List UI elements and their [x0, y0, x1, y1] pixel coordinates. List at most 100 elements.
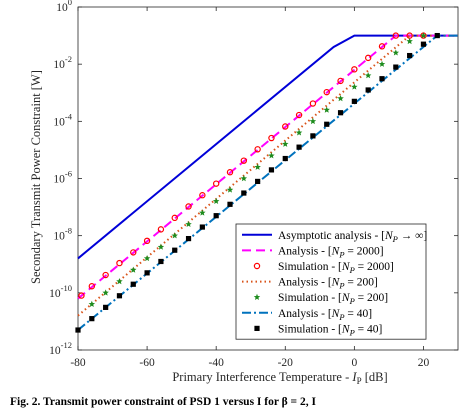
data-point-square	[434, 32, 440, 39]
data-point-circle	[143, 237, 151, 245]
x-tick-label: 0	[351, 357, 357, 369]
data-point-circle	[268, 134, 275, 142]
data-point-circle	[199, 192, 206, 199]
data-point-square	[393, 64, 399, 70]
legend-label: Simulation - [NP = 2000]	[278, 261, 394, 275]
data-point-star	[406, 37, 413, 45]
data-point-star	[351, 83, 358, 90]
data-point-star	[102, 289, 109, 296]
data-point-circle	[78, 292, 85, 299]
data-point-circle	[351, 66, 358, 73]
data-point-square	[310, 133, 316, 139]
axis-ticks: -80 -60 -40 -20 0 20 100 10-2 10-4 10-6 10-8 10-10 1…	[49, 0, 458, 369]
data-point-square	[241, 190, 247, 196]
legend-label: Simulation - [NP = 40]	[278, 323, 382, 337]
data-point-star	[240, 175, 248, 182]
data-point-star	[323, 106, 330, 113]
legend-label: Simulation - [NP = 200]	[278, 292, 388, 306]
y-tick-label: 10-12	[49, 340, 72, 357]
data-point-star	[185, 220, 192, 228]
data-point-circle	[378, 43, 386, 50]
data-point-circle	[253, 262, 261, 270]
data-point-star	[157, 243, 165, 250]
legend-label: Analysis - [NP = 40]	[278, 308, 372, 322]
data-point-star	[212, 197, 220, 204]
data-point-circle	[392, 32, 400, 39]
data-point-star	[268, 152, 275, 159]
data-point-square	[282, 155, 288, 162]
data-point-star	[226, 186, 234, 193]
data-point-circle	[116, 259, 123, 267]
legend-item: Analysis - [NP = 2000]	[242, 245, 384, 259]
data-point-star	[253, 293, 261, 300]
data-point-circle	[157, 226, 165, 233]
legend-box	[235, 223, 427, 340]
data-point-circle	[102, 271, 109, 279]
legend-label: Analysis - [NP = 200]	[278, 277, 378, 291]
y-tick-label: 10-4	[53, 111, 72, 128]
data-point-square	[324, 121, 330, 127]
data-point-circle	[88, 283, 96, 290]
y-tick-label: 10-6	[53, 169, 72, 186]
data-point-star	[420, 32, 427, 39]
data-point-star	[116, 278, 123, 285]
data-point-star	[199, 209, 206, 216]
data-point-square	[254, 325, 260, 331]
data-point-star	[364, 72, 372, 79]
series-2	[78, 32, 427, 299]
data-point-star	[392, 49, 400, 56]
data-point-star	[143, 255, 151, 262]
data-point-circle	[364, 54, 372, 62]
y-tick-label: 10-2	[53, 54, 72, 71]
data-point-square	[420, 41, 427, 47]
x-tick-label: -40	[209, 357, 225, 369]
legend-item: Simulation - [NP = 2000]	[253, 261, 394, 275]
y-tick-label: 100	[56, 0, 72, 14]
series-4	[88, 32, 427, 307]
data-point-circle	[185, 203, 192, 210]
x-axis-label: Primary Interference Temperature - IP [d…	[172, 370, 387, 386]
data-point-square	[255, 178, 261, 185]
data-point-circle	[254, 146, 261, 153]
data-point-square	[172, 247, 178, 253]
data-point-star	[378, 60, 386, 67]
legend-item: Simulation - [NP = 200]	[253, 292, 388, 306]
data-point-square	[227, 201, 233, 207]
data-point-star	[254, 163, 261, 170]
x-tick-label: -80	[70, 357, 86, 369]
data-point-square	[89, 316, 95, 322]
data-point-square	[351, 98, 357, 104]
legend-item: Analysis - [NP = 40]	[242, 308, 372, 322]
y-axis-label: Secondary Transmit Power Constraint [W]	[29, 70, 43, 284]
y-tick-label: 10-10	[49, 283, 72, 300]
data-point-star	[337, 95, 344, 102]
data-point-circle	[240, 157, 248, 164]
legend: Asymptotic analysis - [NP → ∞]Analysis -…	[235, 223, 427, 340]
data-point-circle	[282, 123, 289, 130]
data-point-star	[171, 232, 178, 239]
legend-label: Analysis - [NP = 2000]	[278, 245, 384, 259]
data-point-square	[268, 167, 275, 173]
data-point-square	[116, 293, 123, 299]
data-point-circle	[323, 88, 330, 96]
data-point-circle	[212, 180, 220, 187]
data-point-circle	[226, 169, 234, 176]
data-point-square	[337, 110, 344, 116]
data-point-square	[103, 304, 109, 310]
x-tick-label: -20	[278, 357, 294, 369]
series-6	[75, 32, 440, 333]
data-point-square	[213, 213, 219, 219]
data-point-star	[309, 117, 317, 125]
data-point-circle	[171, 214, 178, 222]
data-point-square	[158, 258, 164, 265]
data-point-circle	[337, 77, 344, 85]
figure-caption: Fig. 2. Transmit power constraint of PSD…	[10, 396, 316, 408]
data-point-circle	[295, 111, 303, 119]
x-tick-label: 20	[418, 357, 430, 369]
data-point-square	[130, 281, 136, 287]
data-point-square	[185, 235, 192, 242]
legend-item: Analysis - [NP = 200]	[242, 277, 378, 291]
data-point-square	[379, 76, 385, 82]
data-point-star	[282, 140, 289, 147]
